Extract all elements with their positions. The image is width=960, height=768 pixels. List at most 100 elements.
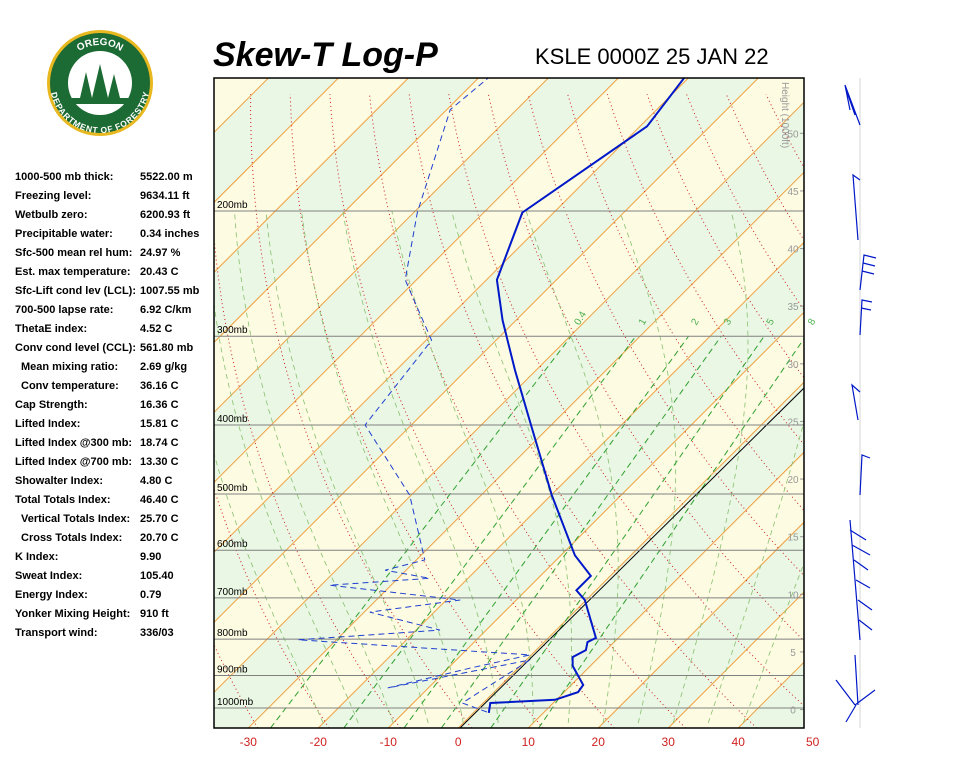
- wind-barb: [859, 254, 877, 291]
- moist-adiabat: [301, 210, 464, 724]
- index-value: 16.36 C: [140, 399, 179, 411]
- y2-tick-label: 10: [787, 590, 799, 601]
- isotherm: [597, 521, 804, 728]
- index-value: 2.69 g/kg: [140, 361, 187, 373]
- index-name: Showalter Index:: [15, 475, 103, 487]
- index-name: Sweat Index:: [15, 570, 82, 582]
- moist-adiabat: [214, 300, 359, 724]
- mixing-ratio-label: 8: [806, 317, 819, 328]
- x-tick-label: -10: [380, 735, 398, 749]
- index-name: Conv temperature:: [21, 380, 119, 392]
- isotherm: [214, 78, 479, 344]
- dry-adiabat: [214, 232, 401, 728]
- index-value: 1007.55 mb: [140, 285, 200, 297]
- dewpoint-line: [297, 78, 531, 713]
- y-tick-label: 300mb: [217, 325, 248, 336]
- index-name: Energy Index:: [15, 589, 88, 601]
- y2-tick-label: 45: [787, 187, 799, 198]
- index-value: 910 ft: [140, 608, 169, 620]
- x-tick-label: 20: [592, 735, 606, 749]
- isotherm: [214, 78, 689, 554]
- index-name: Sfc-500 mean rel hum:: [15, 247, 132, 259]
- y-tick-label: 800mb: [217, 628, 248, 639]
- mixing-ratio-label: 2: [689, 317, 702, 328]
- index-value: 9634.11 ft: [140, 190, 190, 202]
- logo-trees: [80, 64, 120, 98]
- moist-adiabat: [214, 452, 324, 724]
- moist-adiabat: [342, 210, 499, 724]
- index-value: 4.80 C: [140, 475, 172, 487]
- y2-label: Height (1000ft): [779, 82, 790, 148]
- y2-tick-label: 50: [787, 129, 799, 140]
- index-value: 20.43 C: [140, 266, 179, 278]
- index-value: 15.81 C: [140, 418, 179, 430]
- isotherm: [808, 78, 960, 728]
- dry-adiabat: [885, 94, 960, 728]
- index-name: K Index:: [15, 551, 58, 563]
- dry-adiabat: [448, 94, 804, 707]
- index-name: Lifted Index:: [15, 418, 80, 430]
- y-tick-label: 200mb: [217, 200, 248, 211]
- wind-barb: [852, 173, 861, 241]
- index-name: Freezing level:: [15, 190, 91, 202]
- index-value: 0.79: [140, 589, 161, 601]
- isotherm: [878, 78, 960, 728]
- wind-barb: [859, 299, 873, 336]
- x-tick-label: 40: [732, 735, 746, 749]
- moist-adiabat: [234, 210, 394, 724]
- y2-tick-label: 40: [787, 245, 799, 256]
- index-name: Wetbulb zero:: [15, 209, 88, 221]
- wind-barb: [844, 84, 861, 126]
- index-name: Conv cond level (CCL):: [15, 342, 136, 354]
- moist-adiabat: [525, 210, 619, 724]
- moist-adiabat: [672, 210, 749, 724]
- dry-adiabat: [806, 94, 960, 728]
- index-name: Sfc-Lift cond lev (LCL):: [15, 285, 136, 297]
- index-value: 20.70 C: [140, 532, 179, 544]
- wind-barb: [849, 519, 873, 641]
- logo-ground: [72, 98, 128, 104]
- logo-top: OREGON: [75, 37, 125, 54]
- mixing-ratio-line: [270, 335, 572, 728]
- station: KSLE 0000Z 25 JAN 22: [535, 44, 769, 69]
- x-tick-label: 10: [522, 735, 536, 749]
- index-name: Total Totals Index:: [15, 494, 111, 506]
- y-tick-label: 400mb: [217, 414, 248, 425]
- index-value: 0.34 inches: [140, 228, 199, 240]
- isotherm: [214, 78, 409, 274]
- mixing-ratio-label: 3: [722, 317, 735, 328]
- index-name: Cross Totals Index:: [21, 532, 122, 544]
- dry-adiabat: [214, 487, 330, 728]
- dry-adiabat: [925, 94, 960, 728]
- index-value: 5522.00 m: [140, 171, 193, 183]
- plot-frame: [213, 77, 805, 729]
- index-name: Yonker Mixing Height:: [15, 608, 130, 620]
- x-tick-label: 0: [455, 735, 462, 749]
- isotherm: [247, 171, 804, 728]
- isotherm: [214, 78, 759, 624]
- moist-adiabat: [265, 210, 429, 724]
- mixing-ratio-line: [440, 335, 722, 728]
- index-value: 46.40 C: [140, 494, 179, 506]
- isotherm: [527, 451, 804, 728]
- dry-adiabat: [408, 94, 758, 728]
- mixing-ratio-label: 5: [765, 317, 778, 328]
- index-name: Precipitable water:: [15, 228, 113, 240]
- isotherm-band: [214, 78, 804, 693]
- index-value: 336/03: [140, 627, 174, 639]
- isotherm: [214, 78, 339, 204]
- mixing-ratio-label: 1: [637, 317, 650, 328]
- y2-tick-label: 0: [790, 706, 796, 717]
- index-value: 105.40: [140, 570, 174, 582]
- reference-line: [459, 387, 804, 728]
- isotherm: [214, 101, 804, 694]
- title: Skew-T Log-P: [213, 36, 438, 74]
- plot-area: [214, 78, 960, 728]
- dry-adiabat: [845, 94, 960, 728]
- wind-barb: [835, 654, 876, 723]
- index-name: ThetaE index:: [15, 323, 87, 335]
- index-value: 24.97 %: [140, 247, 181, 259]
- moist-adiabat: [742, 562, 804, 724]
- moist-adiabat: [707, 420, 804, 724]
- wind-barb: [859, 454, 871, 496]
